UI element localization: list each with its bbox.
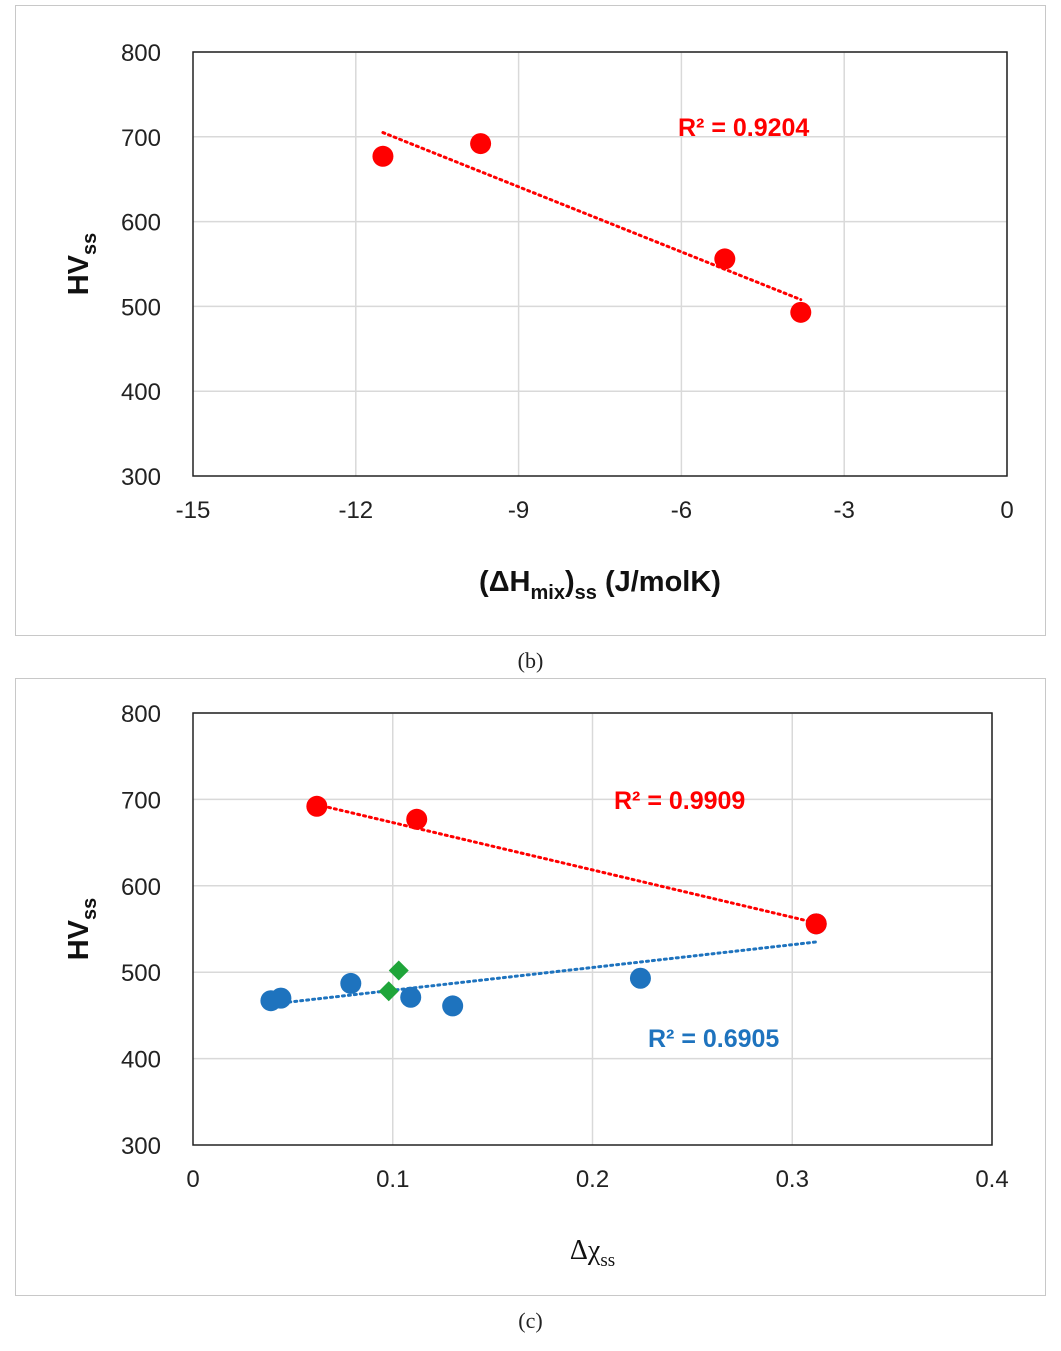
- chart-c-green-point: [388, 960, 409, 981]
- chart-b-plot-frame: [192, 51, 1008, 477]
- chart-c-blue-point: [442, 995, 464, 1017]
- chart-b-yaxis-label: HVss: [63, 233, 101, 296]
- chart-c-svg: 0 0.1 0.2 0.3 0.4 300 400 500 600 700 800 Δχss HVss R…: [63, 701, 1009, 1271]
- chart-c-ytick-label: 800: [121, 701, 161, 728]
- chart-b-ytick-label: 600: [121, 210, 161, 237]
- chart-b-red-trendline: [381, 131, 803, 302]
- chart-c-yaxis-label: HVss: [63, 898, 101, 961]
- caption-b: (b): [517, 648, 544, 673]
- chart-b-ytick-label: 800: [121, 40, 161, 67]
- chart-b-ytick-label: 700: [121, 125, 161, 152]
- chart-b-xtick-label: -15: [176, 497, 211, 524]
- chart-c-blue-point: [629, 967, 651, 989]
- chart-c-plot-frame: [192, 712, 993, 1146]
- chart-c-xaxis-label: Δχss: [570, 1235, 615, 1271]
- chart-c-red-r2-label: R² = 0.9909: [614, 787, 745, 815]
- chart-c-ytick-label: 400: [121, 1047, 161, 1074]
- chart-b-xtick-label: -3: [834, 497, 855, 524]
- chart-c-red-point: [406, 808, 428, 830]
- chart-b-svg: -15 -12 -9 -6 -3 0 300 400 500 600 700 800 (ΔHmix)ss…: [63, 40, 1014, 604]
- chart-b-xtick-label: -6: [671, 497, 692, 524]
- chart-b-ytick-label: 400: [121, 379, 161, 406]
- chart-c-ytick-label: 700: [121, 787, 161, 814]
- chart-c-ytick-label: 500: [121, 960, 161, 987]
- chart-c-blue-point: [400, 986, 422, 1008]
- chart-panel-b: -15 -12 -9 -6 -3 0 300 400 500 600 700 800 (ΔHmix)ss…: [15, 5, 1046, 636]
- chart-b-xaxis-label: (ΔHmix)ss (J/molK): [479, 566, 721, 604]
- chart-panel-c: 0 0.1 0.2 0.3 0.4 300 400 500 600 700 800 Δχss HVss R…: [15, 678, 1046, 1296]
- chart-b-ytick-label: 300: [121, 464, 161, 491]
- chart-c-blue-point: [340, 972, 362, 994]
- chart-c-ytick-label: 600: [121, 874, 161, 901]
- chart-c-xtick-label: 0.2: [576, 1166, 609, 1193]
- chart-b-red-point: [372, 145, 394, 167]
- chart-b-xtick-label: 0: [1000, 497, 1013, 524]
- chart-b-red-point: [470, 133, 492, 155]
- chart-b-red-point: [714, 248, 736, 270]
- chart-c-blue-r2-label: R² = 0.6905: [648, 1025, 779, 1053]
- chart-b-ytick-label: 500: [121, 294, 161, 321]
- chart-b-xtick-label: -9: [508, 497, 529, 524]
- chart-c-blue-point: [270, 987, 292, 1009]
- chart-c-xtick-label: 0.3: [776, 1166, 809, 1193]
- caption-c: (c): [518, 1308, 543, 1333]
- chart-b-xtick-label: -12: [338, 497, 373, 524]
- chart-c-green-point: [378, 981, 399, 1002]
- chart-c-xtick-label: 0: [186, 1166, 199, 1193]
- chart-c-xtick-label: 0.4: [975, 1166, 1008, 1193]
- chart-b-red-r2-label: R² = 0.9204: [678, 114, 809, 142]
- chart-c-red-point: [805, 913, 827, 935]
- chart-c-ytick-label: 300: [121, 1133, 161, 1160]
- chart-c-blue-trendline: [269, 940, 818, 1006]
- chart-c-red-point: [306, 795, 328, 817]
- chart-b-red-point: [790, 301, 812, 323]
- chart-c-red-trendline: [315, 803, 818, 925]
- chart-c-xtick-label: 0.1: [376, 1166, 409, 1193]
